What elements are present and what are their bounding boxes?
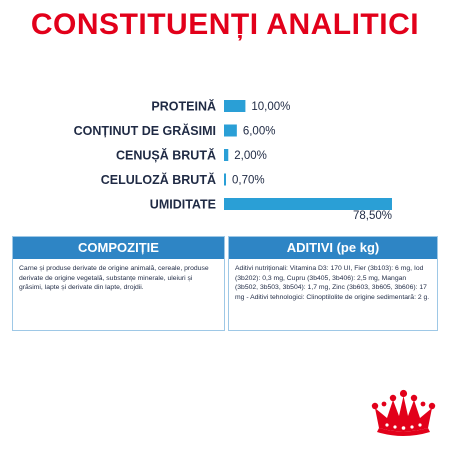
category-label: PROTEINĂ <box>151 99 216 114</box>
additives-text: Aditivi nutriționali: Vitamina D3: 170 U… <box>235 265 430 301</box>
composition-text: Carne și produse derivate de origine ani… <box>19 265 209 292</box>
category-label: CENUȘĂ BRUTĂ <box>116 148 216 163</box>
composition-panel: COMPOZIȚIE Carne și produse derivate de … <box>12 236 225 331</box>
additives-header: ADITIVI (pe kg) <box>229 237 437 259</box>
bar <box>224 124 237 137</box>
bar <box>224 173 226 186</box>
additives-panel: ADITIVI (pe kg) Aditivi nutriționali: Vi… <box>228 236 438 331</box>
value-label: 10,00% <box>251 101 290 113</box>
value-label: 0,70% <box>232 175 265 187</box>
category-label: UMIDITATE <box>150 198 216 212</box>
category-label: CELULOZĂ BRUTĂ <box>101 172 216 187</box>
bar <box>224 198 392 210</box>
category-label: CONȚINUT DE GRĂSIMI <box>74 123 216 138</box>
bar <box>224 149 229 161</box>
bar <box>224 100 246 112</box>
page-title: CONSTITUENȚI ANALITICI <box>30 8 420 41</box>
composition-header: COMPOZIȚIE <box>13 237 224 259</box>
value-label: 78,50% <box>353 210 392 222</box>
royal-canin-crown-icon <box>371 389 436 436</box>
value-label: 2,00% <box>234 150 267 162</box>
value-label: 6,00% <box>243 126 276 138</box>
analytical-constituents-chart: PROTEINĂ 10,00% CONȚINUT DE GRĂSIMI 6,00% CE… <box>74 99 392 222</box>
